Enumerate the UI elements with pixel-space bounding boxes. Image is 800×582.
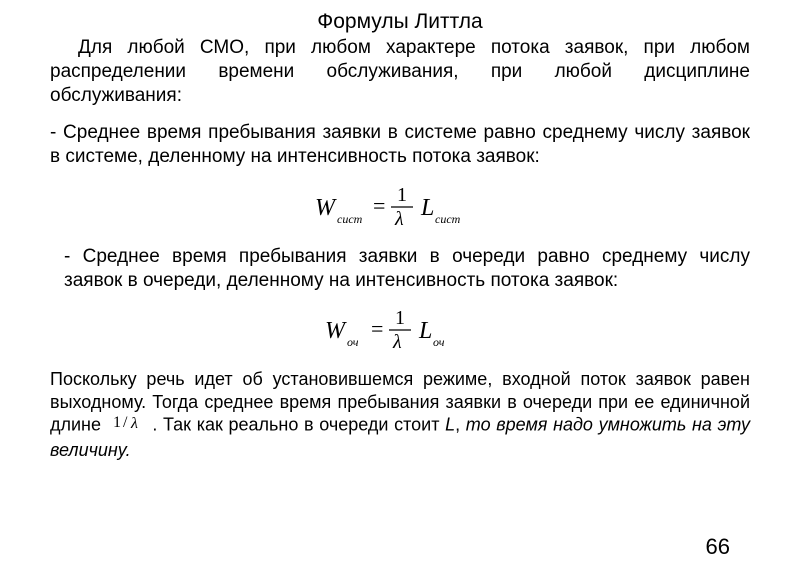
footer-part3: , [455,415,466,435]
formula-1: W сист = 1 λ L сист [50,183,750,231]
slide-page: Формулы Литтла Для любой СМО, при любом … [0,0,800,582]
svg-text:сист: сист [337,212,363,226]
svg-text:1: 1 [397,184,407,206]
svg-text:λ: λ [394,208,404,230]
svg-text:λ: λ [392,331,402,353]
svg-text:L: L [420,195,434,221]
svg-text:L: L [418,318,432,344]
svg-text:1: 1 [113,414,121,431]
svg-text:сист: сист [435,212,461,226]
svg-text:=: = [371,316,383,341]
svg-text:W: W [315,195,337,221]
svg-text:/: / [123,414,128,431]
inline-formula: 1 / λ [111,413,143,439]
svg-text:оч: оч [347,335,359,349]
statement-2: - Среднее время пребывания заявки в очер… [50,245,750,293]
statement-1: - Среднее время пребывания заявки в сист… [50,121,750,169]
intro-paragraph: Для любой СМО, при любом характере поток… [50,36,750,107]
footer-part2: . Так как реально в очереди стоит [147,415,445,435]
svg-text:W: W [325,318,347,344]
footer-paragraph: Поскольку речь идет об установившемся ре… [50,368,750,461]
formula-2: W оч = 1 λ L оч [50,306,750,354]
svg-text:оч: оч [433,335,445,349]
footer-L: L [445,415,455,435]
svg-text:1: 1 [395,307,405,329]
svg-text:λ: λ [130,415,138,432]
page-number: 66 [706,534,730,560]
page-title: Формулы Литтла [50,10,750,34]
svg-text:=: = [373,193,385,218]
